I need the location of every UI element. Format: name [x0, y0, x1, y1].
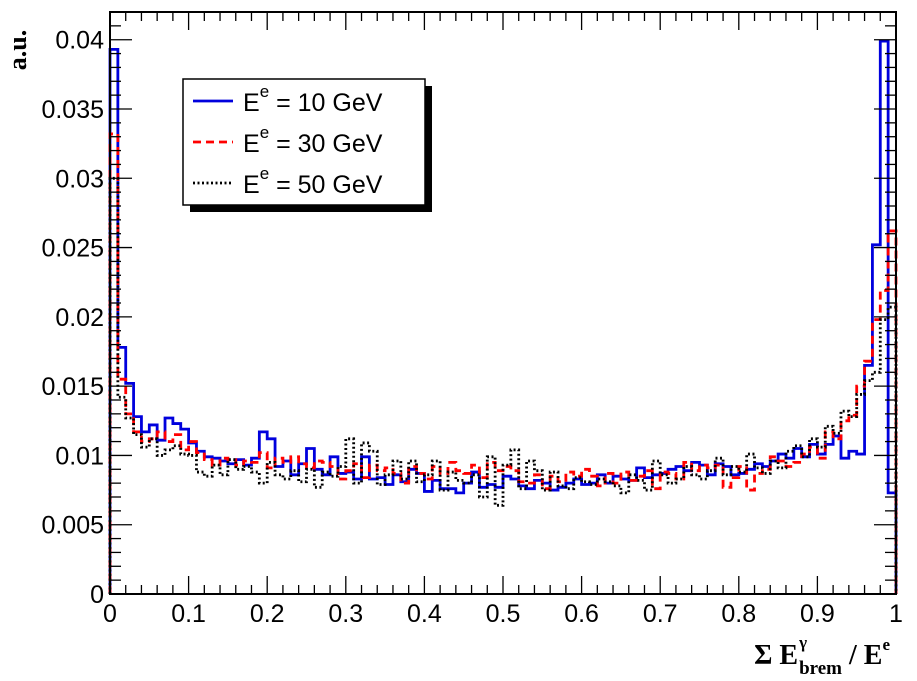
- x-tick-label: 0.7: [643, 600, 678, 628]
- y-tick-label: 0.03: [55, 165, 104, 193]
- y-tick-label: 0: [90, 581, 104, 609]
- legend-label-2: Ee = 50 GeV: [243, 164, 383, 199]
- x-tick-label: 0: [103, 600, 117, 628]
- series-line-0: [108, 39, 898, 594]
- x-axis-title: Σ Eγ brem / Ee: [754, 633, 890, 679]
- x-axis-title-main: Σ E: [754, 640, 798, 671]
- x-tick-label: 0.2: [250, 600, 285, 628]
- y-tick-labels: 0 0.005 0.01 0.015 0.02 0.025 0.03 0.035 0.04: [41, 27, 104, 609]
- legend-label-1: Ee = 30 GeV: [243, 123, 383, 158]
- legend-label-0: Ee = 10 GeV: [243, 82, 383, 117]
- y-axis-title: a.u.: [3, 30, 32, 70]
- y-tick-label: 0.025: [41, 235, 104, 263]
- x-tick-labels: 0 0.1 0.2 0.3 0.4 0.5 0.6 0.7 0.8 0.9 1: [103, 600, 903, 628]
- y-tick-label: 0.005: [41, 512, 104, 540]
- x-axis-title-sup: γ: [798, 633, 807, 652]
- y-tick-label: 0.04: [55, 27, 104, 55]
- y-tick-label: 0.01: [55, 442, 104, 470]
- x-tick-label: 0.5: [486, 600, 521, 628]
- x-axis-title-sub: brem: [799, 658, 842, 679]
- series-line-2: [108, 176, 898, 594]
- x-axis-title-tail: / E: [842, 640, 882, 671]
- x-tick-label: 0.8: [721, 600, 756, 628]
- x-tick-label: 1: [889, 600, 903, 628]
- x-tick-label: 0.3: [328, 600, 363, 628]
- x-tick-label: 0.6: [564, 600, 599, 628]
- x-tick-label: 0.4: [407, 600, 442, 628]
- legend: Ee = 10 GeV Ee = 30 GeV Ee = 50 GeV: [182, 78, 432, 212]
- axis-ticks: [109, 11, 897, 595]
- x-tick-label: 0.1: [171, 600, 206, 628]
- legend-entries: Ee = 10 GeV Ee = 30 GeV Ee = 50 GeV: [193, 82, 383, 199]
- y-tick-label: 0.015: [41, 373, 104, 401]
- x-axis-title-tail-sup: e: [882, 635, 890, 654]
- y-tick-label: 0.035: [41, 96, 104, 124]
- histogram-curves: [108, 39, 898, 594]
- x-tick-label: 0.9: [800, 600, 835, 628]
- y-tick-label: 0.02: [55, 304, 104, 332]
